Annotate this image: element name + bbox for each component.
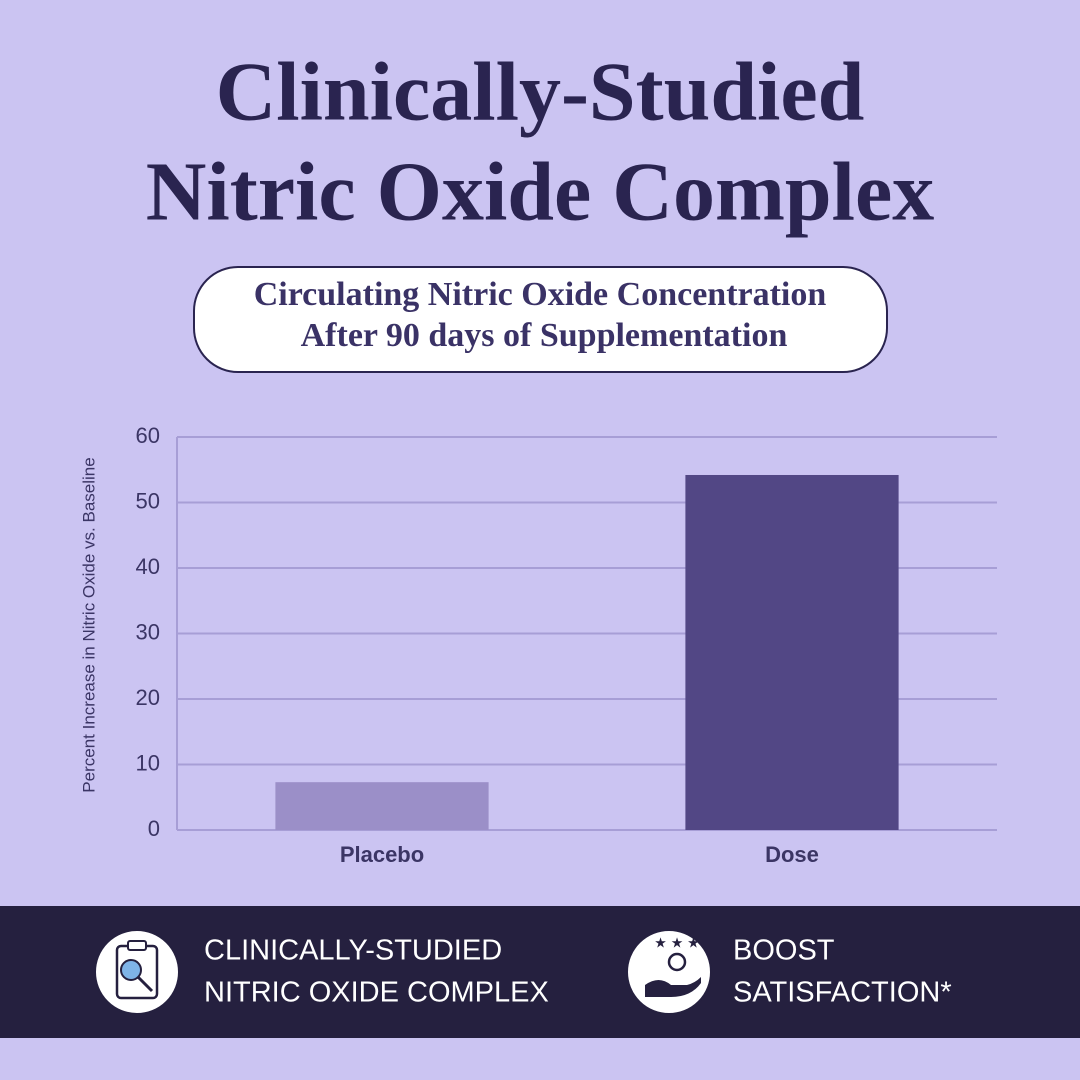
x-tick-label: Dose (765, 842, 819, 867)
subtitle-line: Circulating Nitric Oxide Concentration (254, 276, 827, 313)
y-axis-label: Percent Increase in Nitric Oxide vs. Bas… (79, 457, 98, 792)
y-tick-label: 20 (136, 685, 160, 710)
subtitle-box (193, 266, 888, 373)
title-line: Clinically-Studied (216, 45, 865, 138)
title-line: Nitric Oxide Complex (146, 145, 935, 238)
plot: 0 10 20 30 40 50 60 Placebo Dose (136, 423, 997, 867)
y-tick-label: 40 (136, 554, 160, 579)
feature-text: CLINICALLY-STUDIED (204, 935, 502, 967)
icon-hand-stars: ★ ★ ★ (626, 929, 712, 1015)
feature-text: SATISFACTION* (733, 977, 952, 1009)
y-tick-label: 0 (148, 816, 160, 841)
svg-text:★ ★ ★: ★ ★ ★ (654, 935, 699, 951)
bar (685, 474, 899, 830)
feature-text: NITRIC OXIDE COMPLEX (204, 977, 549, 1009)
bar (275, 782, 489, 830)
y-tick-label: 30 (136, 619, 160, 644)
subtitle-line: After 90 days of Supplementation (301, 317, 788, 354)
y-tick-label: 60 (136, 423, 160, 448)
icon-clipboard (94, 929, 180, 1015)
y-tick-label: 50 (136, 488, 160, 513)
feature-text: BOOST (733, 935, 835, 967)
y-tick-label: 10 (136, 750, 160, 775)
x-tick-label: Placebo (340, 842, 424, 867)
